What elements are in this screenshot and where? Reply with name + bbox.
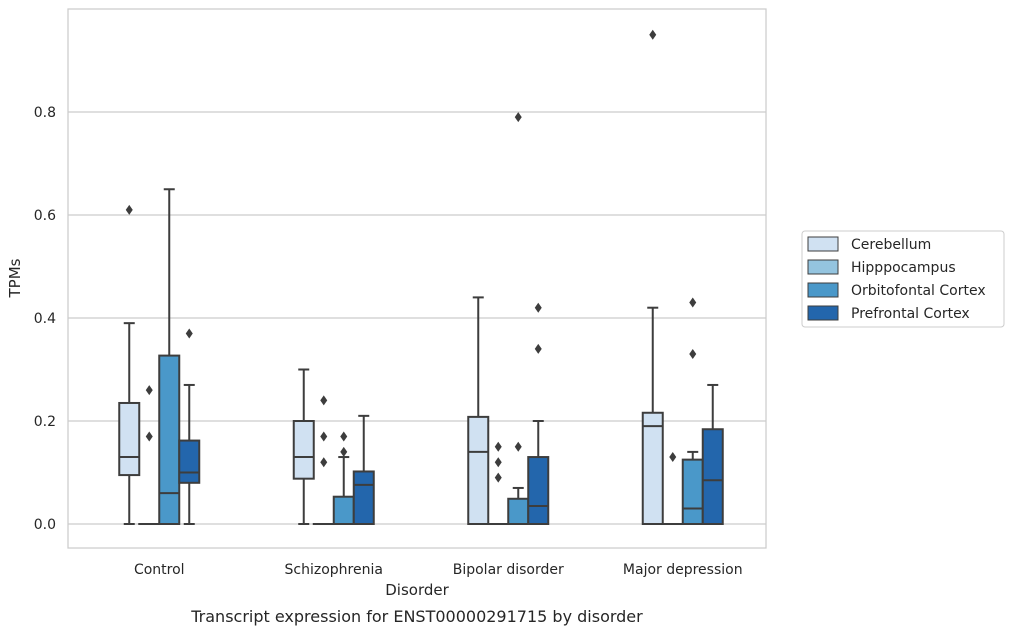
box-0-0 [118, 204, 141, 525]
outlier-point [689, 297, 697, 308]
chart-title: Transcript expression for ENST0000029171… [190, 607, 643, 626]
outlier-point [669, 452, 677, 463]
box-iqr [178, 439, 201, 484]
legend-swatch [807, 236, 839, 252]
box-0-2 [158, 188, 181, 525]
y-tick-labels: 0.0 0.2 0.4 0.6 0.8 [34, 105, 56, 533]
outlier-point [689, 349, 697, 360]
box-1-1 [312, 395, 335, 526]
box-1-3 [352, 414, 375, 525]
box-3-3 [701, 383, 724, 525]
outlier-point [145, 385, 153, 396]
box-1-2 [332, 431, 355, 525]
outlier-point [534, 302, 542, 313]
outlier-point [494, 472, 502, 483]
outlier-point [514, 112, 522, 123]
x-tick-labels: Control Schizophrenia Bipolar disorder Majo… [134, 562, 743, 578]
outlier-point [514, 441, 522, 452]
x-tick-label: Control [134, 562, 185, 578]
box-2-2 [507, 112, 530, 526]
outlier-point [340, 431, 348, 442]
box-0-1 [138, 385, 161, 526]
box-iqr [641, 411, 664, 526]
y-tick-label: 0.4 [34, 311, 56, 327]
plot-frame [67, 8, 767, 549]
box-iqr [701, 428, 724, 525]
box-marks [118, 29, 724, 526]
x-tick-label: Bipolar disorder [453, 562, 564, 578]
box-2-1 [487, 441, 510, 526]
box-3-2 [681, 297, 704, 525]
y-axis-label: TPMs [6, 258, 24, 298]
outlier-point [320, 457, 328, 468]
outlier-point [320, 431, 328, 442]
outlier-point [340, 446, 348, 457]
box-iqr [292, 420, 315, 480]
box-3-1 [661, 452, 684, 526]
outlier-point [494, 441, 502, 452]
box-iqr [681, 458, 704, 525]
legend-swatch [807, 282, 839, 298]
legend-label: Cerebellum [851, 237, 931, 253]
box-iqr [118, 401, 141, 477]
legend-frame [801, 230, 1005, 328]
box-iqr [158, 354, 181, 525]
box-iqr [527, 456, 550, 525]
box-iqr [352, 470, 375, 525]
y-tick-label: 0.6 [34, 208, 56, 224]
outlier-point [185, 328, 193, 339]
x-tick-label: Schizophrenia [285, 562, 383, 578]
y-tick-label: 0.2 [34, 414, 56, 430]
y-tick-label: 0.8 [34, 105, 56, 121]
outlier-point [320, 395, 328, 406]
y-tick-label: 0.0 [34, 517, 56, 533]
x-axis-label: Disorder [385, 581, 449, 599]
legend-swatch [807, 305, 839, 321]
outlier-point [534, 343, 542, 354]
box-1-0 [292, 368, 315, 525]
outlier-point [145, 431, 153, 442]
box-2-3 [527, 302, 550, 525]
box-0-3 [178, 328, 201, 525]
box-iqr [507, 497, 530, 526]
box-iqr [332, 495, 355, 525]
legend-label: Orbitofontal Cortex [851, 283, 986, 299]
legend: Cerebellum Hipppocampus Orbitofontal Corte… [801, 230, 1005, 328]
box-2-0 [467, 296, 490, 526]
box-3-0 [641, 29, 664, 526]
legend-label: Hipppocampus [851, 260, 956, 276]
outlier-point [494, 457, 502, 468]
x-tick-label: Major depression [623, 562, 743, 578]
legend-label: Prefrontal Cortex [851, 306, 970, 322]
outlier-point [125, 204, 133, 215]
legend-swatch [807, 259, 839, 275]
outlier-point [649, 29, 657, 40]
box-iqr [467, 415, 490, 526]
